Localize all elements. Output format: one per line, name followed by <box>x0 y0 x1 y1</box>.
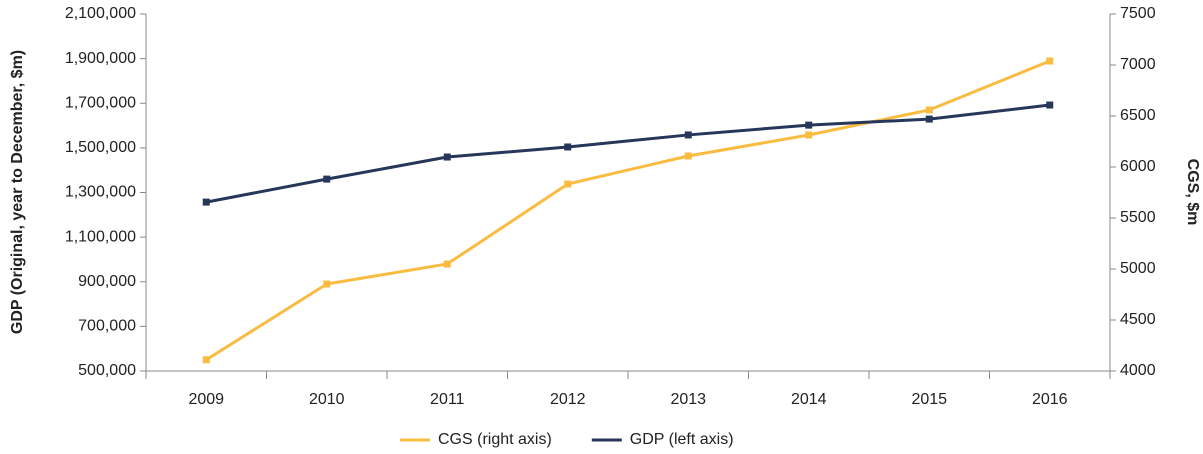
y-tick-label: 700,000 <box>78 318 136 335</box>
x-tick-label: 2016 <box>1032 391 1068 408</box>
series-line <box>205 103 1050 204</box>
point-marker <box>925 115 933 123</box>
x-tick-label: 2010 <box>309 391 345 408</box>
point-marker <box>443 260 451 268</box>
y2-axis-title: CGS, $m <box>1184 159 1201 226</box>
point-marker <box>323 175 331 183</box>
y-tick-label: 900,000 <box>78 273 136 290</box>
point-marker <box>1046 101 1054 109</box>
y2-tick-label: 6000 <box>1120 158 1156 175</box>
point-marker <box>202 356 210 364</box>
y2-tick-label: 4500 <box>1120 311 1156 328</box>
x-tick-label: 2014 <box>791 391 827 408</box>
y-tick-label: 500,000 <box>78 362 136 379</box>
y-tick-label: 1,100,000 <box>65 228 136 245</box>
point-marker <box>1046 57 1054 65</box>
point-marker <box>805 121 813 129</box>
legend-label: CGS (right axis) <box>438 431 552 448</box>
series-line <box>205 59 1051 362</box>
point-marker <box>323 280 331 288</box>
point-marker <box>805 131 813 139</box>
y2-tick-label: 7500 <box>1120 5 1156 22</box>
point-marker <box>443 153 451 161</box>
x-tick-label: 2011 <box>430 391 465 408</box>
x-tick-label: 2013 <box>670 391 706 408</box>
point-marker <box>202 198 210 206</box>
y-tick-label: 2,100,000 <box>65 5 136 22</box>
y2-tick-label: 5500 <box>1120 209 1156 226</box>
point-marker <box>564 180 572 188</box>
x-tick-label: 2009 <box>188 391 224 408</box>
y2-tick-label: 6500 <box>1120 107 1156 124</box>
y2-tick-label: 4000 <box>1120 362 1156 379</box>
y-tick-label: 1,700,000 <box>65 94 136 111</box>
point-marker <box>684 152 692 160</box>
x-tick-label: 2015 <box>911 391 947 408</box>
y-tick-label: 1,500,000 <box>65 139 136 156</box>
legend-label: GDP (left axis) <box>630 431 734 448</box>
point-marker <box>684 131 692 139</box>
x-tick-label: 2012 <box>550 391 586 408</box>
y-tick-label: 1,300,000 <box>65 184 136 201</box>
y-tick-label: 1,900,000 <box>65 50 136 67</box>
point-marker <box>564 143 572 151</box>
y2-tick-label: 7000 <box>1120 56 1156 73</box>
y-axis-title: GDP (Original, year to December, $m) <box>9 50 26 334</box>
y2-tick-label: 5000 <box>1120 260 1156 277</box>
point-marker <box>925 106 933 114</box>
